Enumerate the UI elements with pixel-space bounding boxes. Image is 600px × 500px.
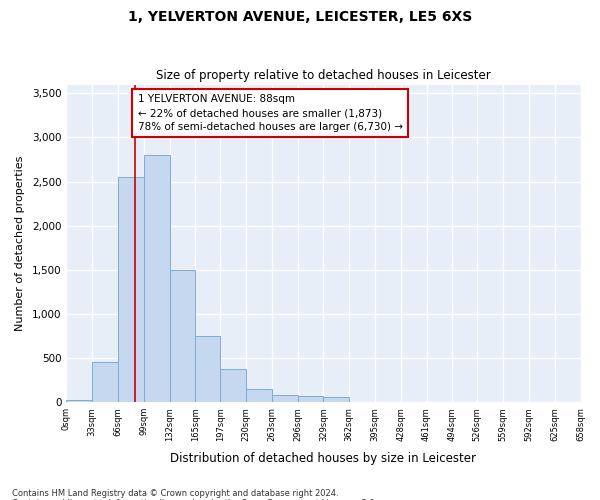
Bar	[272, 395, 298, 402]
Bar	[92, 362, 118, 402]
Text: Contains HM Land Registry data © Crown copyright and database right 2024.: Contains HM Land Registry data © Crown c…	[12, 488, 338, 498]
Y-axis label: Number of detached properties: Number of detached properties	[15, 156, 25, 331]
Text: 1, YELVERTON AVENUE, LEICESTER, LE5 6XS: 1, YELVERTON AVENUE, LEICESTER, LE5 6XS	[128, 10, 472, 24]
Bar	[323, 397, 349, 402]
X-axis label: Distribution of detached houses by size in Leicester: Distribution of detached houses by size …	[170, 452, 476, 465]
Bar	[144, 155, 170, 402]
Bar	[220, 368, 246, 402]
Bar	[196, 336, 220, 402]
Bar	[118, 177, 144, 402]
Bar	[170, 270, 196, 402]
Bar	[246, 389, 272, 402]
Text: Contains public sector information licensed under the Open Government Licence v3: Contains public sector information licen…	[12, 498, 377, 500]
Bar	[298, 396, 323, 402]
Text: 1 YELVERTON AVENUE: 88sqm
← 22% of detached houses are smaller (1,873)
78% of se: 1 YELVERTON AVENUE: 88sqm ← 22% of detac…	[137, 94, 403, 132]
Bar	[67, 400, 92, 402]
Title: Size of property relative to detached houses in Leicester: Size of property relative to detached ho…	[156, 69, 491, 82]
